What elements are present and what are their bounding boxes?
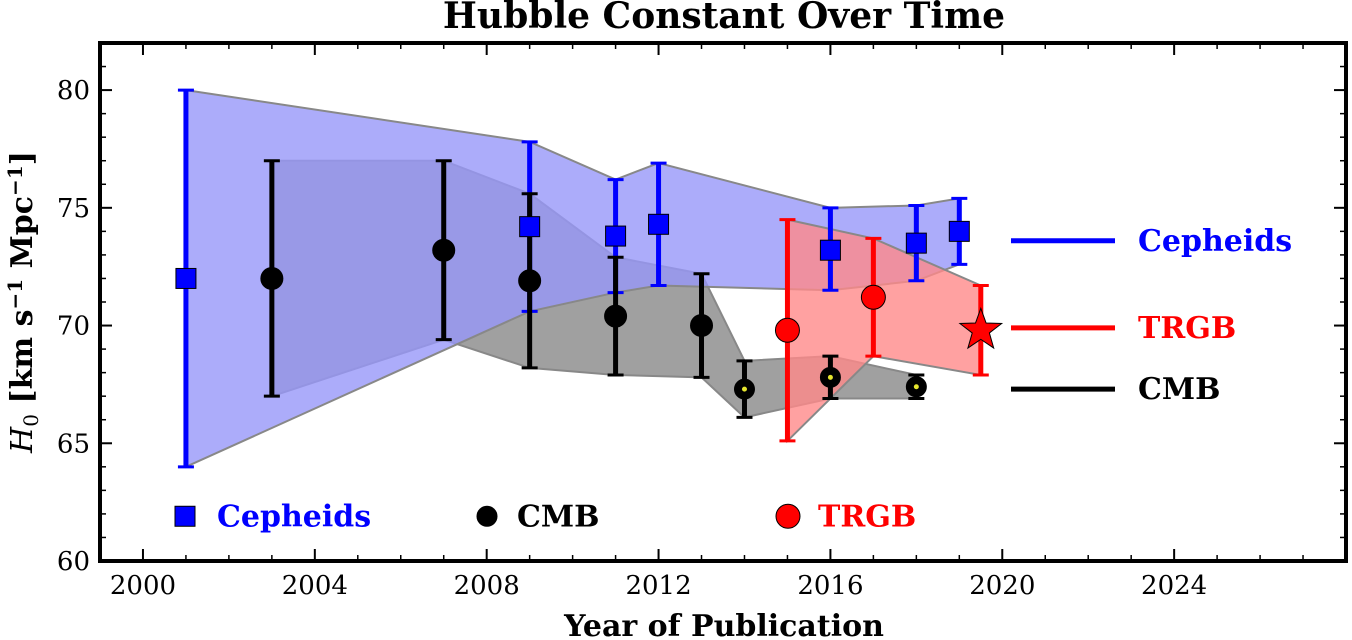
x-tick-label: 2000 — [110, 571, 176, 601]
marker-cmb — [518, 269, 542, 293]
legend-marker-trgb — [775, 503, 801, 529]
marker-cepheids — [519, 216, 541, 238]
x-tick-label: 2008 — [454, 571, 520, 601]
legend: Cepheids CMB TRGB Cepheids TRGB CMB — [174, 224, 1292, 534]
axis-ticks: 2000 2004 2008 2012 2016 2020 2024 60 65 70 75 80 — [57, 43, 1346, 601]
x-axis-label: Year of Publication — [563, 609, 884, 640]
marker-cmb — [604, 304, 628, 328]
marker-cepheids — [648, 213, 670, 235]
uncertainty-bands — [184, 88, 982, 469]
marker-cmb — [260, 266, 284, 290]
x-tick-label: 2020 — [969, 571, 1035, 601]
x-tick-label: 2024 — [1141, 571, 1207, 601]
marker-cepheids — [948, 220, 970, 242]
legend-marker-cepheids — [174, 505, 196, 527]
marker-cepheids — [605, 225, 627, 247]
x-tick-label: 2016 — [797, 571, 863, 601]
y-tick-label: 65 — [57, 429, 90, 459]
planck-dot — [741, 386, 747, 392]
marker-cmb — [690, 314, 714, 338]
x-tick-label: 2004 — [282, 571, 348, 601]
planck-dot — [827, 374, 833, 380]
y-axis-label: H0 [km s−1 Mpc−1] — [3, 151, 43, 454]
chart-title: Hubble Constant Over Time — [443, 0, 1005, 37]
legend-label-cmb: CMB — [517, 499, 599, 534]
data-markers — [175, 213, 1004, 400]
marker-cmb — [432, 238, 456, 262]
marker-trgb-star — [958, 306, 1004, 350]
planck-dot — [913, 384, 919, 390]
marker-cepheids — [175, 267, 197, 289]
legend-label-trgb: TRGB — [818, 499, 916, 534]
marker-trgb — [774, 317, 800, 343]
legend-label-cepheids: Cepheids — [217, 499, 371, 534]
marker-cepheids — [905, 232, 927, 254]
marker-cepheids — [819, 239, 841, 261]
legend-side-label-cepheids: Cepheids — [1138, 224, 1292, 259]
y-tick-label: 60 — [57, 547, 90, 577]
x-tick-label: 2012 — [625, 571, 691, 601]
legend-side-label-trgb: TRGB — [1138, 311, 1236, 346]
marker-trgb — [860, 284, 886, 310]
y-tick-label: 70 — [57, 312, 90, 342]
y-tick-label: 75 — [57, 194, 90, 224]
legend-side-label-cmb: CMB — [1138, 372, 1220, 407]
legend-marker-cmb — [476, 505, 498, 527]
y-tick-label: 80 — [57, 76, 90, 106]
